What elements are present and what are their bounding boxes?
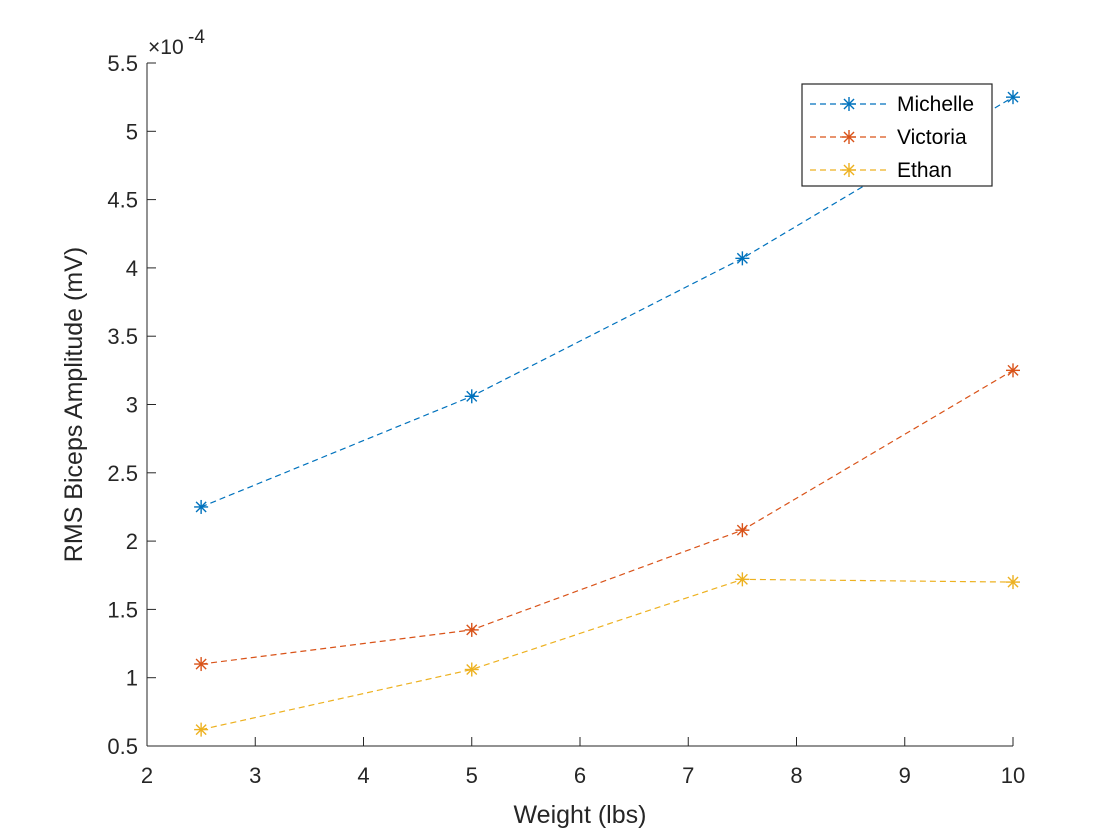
- y-tick-label: 0.5: [107, 734, 138, 759]
- x-tick-label: 8: [790, 763, 802, 788]
- x-tick-label: 10: [1001, 763, 1025, 788]
- data-point: [1006, 363, 1020, 378]
- data-point: [464, 622, 479, 637]
- y-tick-label: 3: [126, 393, 138, 418]
- legend-box: [801, 83, 993, 187]
- x-tick-label: 7: [682, 763, 694, 788]
- legend-entry: Ethan: [810, 159, 952, 182]
- x-tick-label: 4: [357, 763, 369, 788]
- data-point: [464, 389, 479, 404]
- legend-label: Victoria: [897, 126, 967, 149]
- data-point: [735, 251, 750, 266]
- x-axis-label: Weight (lbs): [514, 801, 647, 829]
- legend-entry: Michelle: [810, 93, 974, 116]
- y-tick-label: 4.5: [107, 188, 138, 213]
- legend-label: Michelle: [897, 93, 974, 116]
- y-axis-exponent: ×10 -4: [148, 27, 205, 59]
- data-point: [1006, 90, 1020, 105]
- axes: 2 3 4 5 6 7 8 9 10 0.5 1 1.5 2 2.5 3 3.5 4 4.5 5 5.5: [107, 51, 1025, 788]
- legend-entry: Victoria: [810, 126, 967, 149]
- y-tick-label: 4: [126, 256, 138, 281]
- data-point: [1006, 575, 1020, 590]
- data-point: [735, 572, 750, 587]
- data-point: [194, 722, 209, 737]
- data-point: [735, 523, 750, 538]
- x-tick-label: 6: [574, 763, 586, 788]
- legend-marker: [842, 130, 856, 144]
- legend-marker: [842, 97, 856, 111]
- data-point: [194, 657, 209, 672]
- x-tick-label: 5: [466, 763, 478, 788]
- y-axis-label: RMS Biceps Amplitude (mV): [60, 247, 88, 562]
- exponent-multiplier: ×10: [148, 36, 184, 59]
- data-point: [194, 499, 209, 514]
- series-victoria: [194, 363, 1020, 672]
- x-tick-label: 9: [899, 763, 911, 788]
- y-tick-label: 3.5: [107, 324, 138, 349]
- legend: Michelle Victoria Ethan: [801, 83, 993, 187]
- x-tick-label: 2: [141, 763, 153, 788]
- y-tick-label: 2.5: [107, 461, 138, 486]
- y-tick-label: 1.5: [107, 597, 138, 622]
- series-ethan: [194, 572, 1020, 737]
- y-tick-label: 1: [126, 666, 138, 691]
- legend-marker: [842, 163, 856, 177]
- y-tick-label: 5: [126, 119, 138, 144]
- exponent-power: -4: [188, 27, 205, 48]
- y-tick-label: 2: [126, 529, 138, 554]
- x-tick-label: 3: [249, 763, 261, 788]
- y-tick-label: 5.5: [107, 51, 138, 76]
- data-point: [464, 662, 479, 677]
- legend-label: Ethan: [897, 159, 952, 182]
